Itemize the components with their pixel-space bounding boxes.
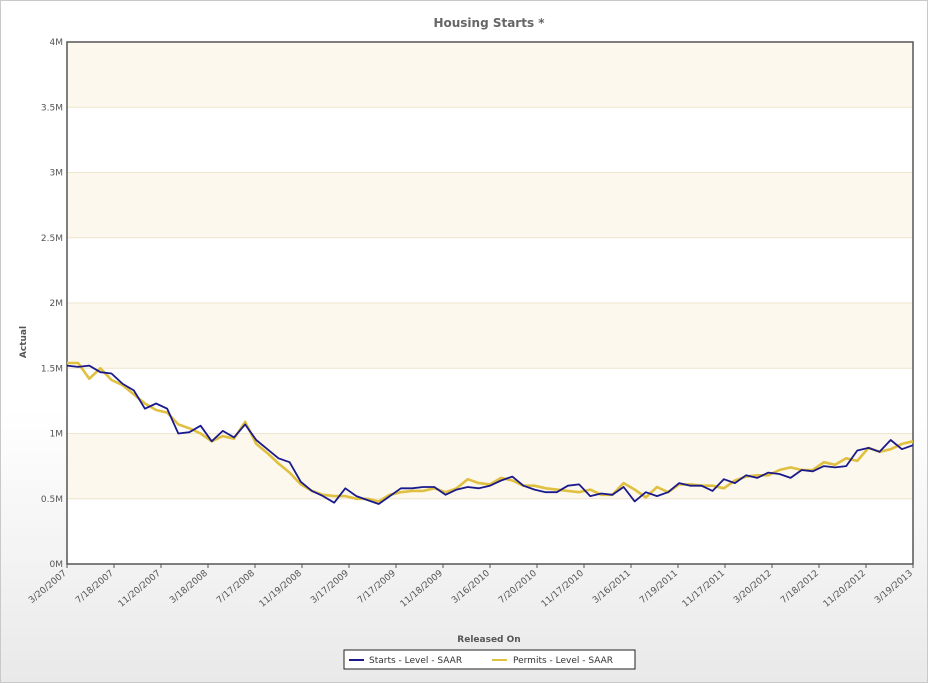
x-tick-label: 11/18/2009 <box>399 568 445 609</box>
y-tick-label: 2M <box>50 299 64 309</box>
x-tick-label: 11/20/2012 <box>822 569 868 610</box>
legend-label-permits: Permits - Level - SAAR <box>513 656 613 666</box>
x-axis-title: Released On <box>457 635 520 645</box>
x-tick-label: 3/18/2008 <box>168 568 210 605</box>
x-tick-label: 7/17/2008 <box>215 568 257 605</box>
x-tick-label: 11/17/2010 <box>540 568 586 609</box>
x-tick-label: 7/20/2010 <box>497 568 539 605</box>
x-tick-label: 3/19/2013 <box>873 569 915 606</box>
x-tick-label: 3/20/2007 <box>27 569 69 606</box>
y-tick-label: 1M <box>50 430 64 440</box>
y-tick-label: 0.5M <box>41 495 63 505</box>
x-tick-label: 7/18/2012 <box>779 569 821 606</box>
x-tick-label: 3/17/2009 <box>309 568 351 605</box>
x-tick-label: 7/18/2007 <box>74 569 116 606</box>
x-tick-label: 11/19/2008 <box>258 568 304 609</box>
x-tick-label: 3/16/2011 <box>591 569 633 606</box>
chart-title: Housing Starts * <box>433 16 545 30</box>
grid-band <box>67 42 913 108</box>
grid-band <box>67 172 913 238</box>
x-tick-label: 3/16/2010 <box>450 568 492 605</box>
y-tick-label: 3.5M <box>41 103 63 113</box>
y-tick-label: 4M <box>50 38 64 48</box>
grid-band <box>67 433 913 499</box>
x-tick-label: 11/20/2007 <box>117 569 163 610</box>
legend-box <box>343 649 636 670</box>
legend: Starts - Level - SAAR Permits - Level - … <box>343 649 636 670</box>
x-tick-label: 7/19/2011 <box>638 569 680 606</box>
y-tick-label: 0M <box>50 560 64 570</box>
y-axis-title: Actual <box>19 326 29 358</box>
y-tick-label: 3M <box>50 169 64 179</box>
grid-band <box>67 303 913 369</box>
x-tick-label: 11/17/2011 <box>681 569 727 610</box>
x-tick-label: 3/20/2012 <box>732 569 774 606</box>
series-line-starts <box>66 364 914 505</box>
x-tick-label: 7/17/2009 <box>356 568 398 605</box>
y-tick-label: 2.5M <box>41 234 63 244</box>
plot-border <box>66 41 914 565</box>
y-tick-label: 1.5M <box>41 364 63 374</box>
legend-label-starts: Starts - Level - SAAR <box>369 656 462 666</box>
